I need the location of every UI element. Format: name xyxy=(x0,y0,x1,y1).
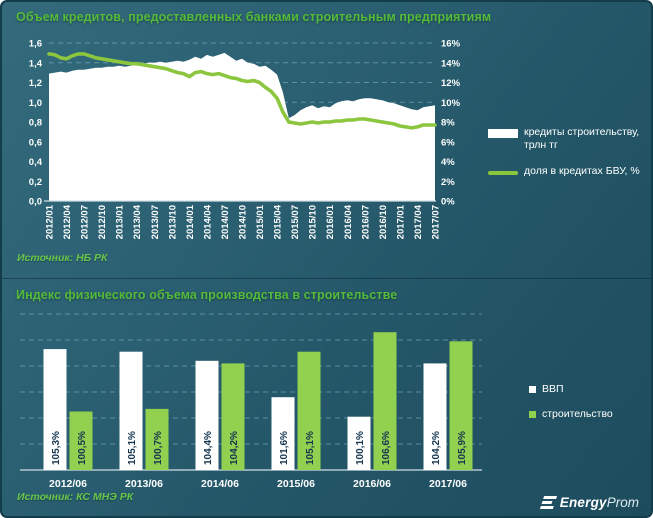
logo-text-energy: Energy xyxy=(559,495,607,510)
x-axis-tick: 2016/07 xyxy=(360,205,371,239)
bar-value-label: 100,7% xyxy=(153,431,164,465)
x-axis-tick: 2014/10 xyxy=(238,205,249,239)
credits-area-line-chart: 0,0 0% 0,2 2% 0,4 4% 0,6 6% 0,8 8% 1,0 10% 1,2 12% 1,4… xyxy=(29,39,461,240)
green-square-swatch-icon xyxy=(529,411,536,419)
x-axis-tick: 2016/04 xyxy=(343,204,354,239)
bottom-chart-source: Источник: КС МНЭ РК xyxy=(17,491,134,503)
bar-value-label: 105,1% xyxy=(305,431,316,465)
category-label: 2013/06 xyxy=(125,478,163,490)
bar-gdp xyxy=(423,363,447,470)
legend-item-construction: строительство xyxy=(529,408,613,421)
category-label: 2012/06 xyxy=(49,478,87,490)
bar-value-label: 105,3% xyxy=(51,431,62,465)
logo-text-prom: Prom xyxy=(606,495,639,510)
y-axis-right-tick: 10% xyxy=(441,98,461,109)
production-index-bar-chart: 105,3% 100,5% 2012/06 105,1% 100,7% 2013/06 10… xyxy=(20,313,482,490)
category-label: 2014/06 xyxy=(201,478,239,490)
bar-value-label: 104,2% xyxy=(431,431,442,465)
legend-label: кредиты строительству, трлн тг xyxy=(524,126,640,152)
category-label: 2017/06 xyxy=(429,478,467,490)
legend-label: строительство xyxy=(542,408,613,421)
share-line-series xyxy=(47,52,437,130)
x-axis-tick: 2014/01 xyxy=(185,204,196,239)
x-axis-tick: 2015/07 xyxy=(290,205,301,239)
top-chart-title: Объем кредитов, предоставленных банками … xyxy=(16,10,492,24)
bar-value-label: 100,5% xyxy=(77,431,88,465)
bar-construction xyxy=(145,408,169,470)
x-axis-tick: 2016/10 xyxy=(378,205,389,239)
y-axis-left-tick: 0,4 xyxy=(29,157,43,168)
bar-value-label: 104,4% xyxy=(203,431,214,465)
y-axis-left-tick: 1,2 xyxy=(29,78,42,89)
top-chart-legend: кредиты строительству, трлн тг доля в кр… xyxy=(488,126,648,191)
y-axis-right-tick: 0% xyxy=(441,197,455,208)
bar-gdp xyxy=(271,397,295,470)
x-axis-tick: 2014/07 xyxy=(220,205,231,239)
bar-construction xyxy=(221,363,245,470)
bar-gdp xyxy=(119,351,143,470)
y-axis-right-tick: 12% xyxy=(441,78,461,89)
credits-area-series xyxy=(49,52,435,202)
x-axis-tick: 2012/07 xyxy=(80,205,91,239)
y-axis-left-tick: 0,0 xyxy=(29,197,42,208)
y-axis-right-tick: 14% xyxy=(441,58,461,69)
white-square-swatch-icon xyxy=(529,386,536,394)
green-line-swatch-icon xyxy=(488,171,518,176)
bar-construction xyxy=(69,411,93,470)
energyprom-logo: Energy Prom xyxy=(539,495,639,510)
x-axis-tick: 2013/07 xyxy=(150,205,161,239)
y-axis-left-tick: 1,6 xyxy=(29,39,42,50)
category-label: 2016/06 xyxy=(353,478,391,490)
x-axis-tick: 2013/04 xyxy=(132,204,143,239)
category-label: 2015/06 xyxy=(277,478,315,490)
x-axis-tick: 2017/04 xyxy=(413,204,424,239)
y-axis-right-tick: 8% xyxy=(441,118,455,129)
x-axis-tick: 2015/01 xyxy=(255,204,266,239)
x-axis-tick: 2017/07 xyxy=(431,205,442,239)
x-axis-tick: 2012/04 xyxy=(62,204,73,239)
bar-value-label: 104,2% xyxy=(229,431,240,465)
y-axis-left-tick: 0,8 xyxy=(29,118,42,129)
x-axis-tick: 2013/01 xyxy=(115,204,126,239)
legend-item-gdp: ВВП xyxy=(529,383,613,396)
x-axis-tick: 2015/04 xyxy=(273,204,284,239)
x-axis-tick: 2014/04 xyxy=(202,204,213,239)
bar-value-label: 101,6% xyxy=(279,431,290,465)
bar-value-label: 105,1% xyxy=(127,431,138,465)
x-axis-tick: 2013/10 xyxy=(167,205,178,239)
y-axis-left-tick: 1,0 xyxy=(29,98,42,109)
bar-gdp xyxy=(347,416,371,470)
x-axis-tick: 2017/01 xyxy=(395,204,406,239)
top-chart-source: Источник: НБ РК xyxy=(17,252,108,264)
white-bar-swatch-icon xyxy=(488,129,518,138)
bar-value-label: 100,1% xyxy=(355,431,366,465)
y-axis-right-tick: 16% xyxy=(441,39,461,50)
bar-value-label: 105,9% xyxy=(457,431,468,465)
bottom-chart-title: Индекс физического объема производства в… xyxy=(16,288,398,302)
y-axis-left-tick: 0,6 xyxy=(29,137,42,148)
x-axis-tick: 2012/10 xyxy=(97,205,108,239)
y-axis-right-tick: 6% xyxy=(441,137,455,148)
legend-label: ВВП xyxy=(542,383,564,395)
y-axis-left-tick: 0,2 xyxy=(29,177,42,188)
bar-gdp xyxy=(43,349,67,470)
y-axis-right-tick: 4% xyxy=(441,157,455,168)
bar-construction xyxy=(449,341,473,470)
y-axis-left-tick: 1,4 xyxy=(29,58,43,69)
x-axis-tick: 2016/01 xyxy=(325,204,336,239)
legend-item-credits: кредиты строительству, трлн тг xyxy=(488,126,648,152)
bar-value-label: 106,6% xyxy=(381,431,392,465)
legend-label: доля в кредитах БВУ, % xyxy=(524,165,640,178)
panel-divider xyxy=(2,278,651,279)
bar-construction xyxy=(373,332,397,470)
x-axis-tick: 2012/01 xyxy=(45,204,56,239)
energyprom-logo-icon xyxy=(539,495,557,510)
bar-gdp xyxy=(195,360,219,470)
bar-construction xyxy=(297,351,321,470)
legend-item-share: доля в кредитах БВУ, % xyxy=(488,165,648,178)
bottom-chart-legend: ВВП строительство xyxy=(529,383,613,433)
x-axis-tick: 2015/10 xyxy=(308,205,319,239)
y-axis-right-tick: 2% xyxy=(441,177,455,188)
